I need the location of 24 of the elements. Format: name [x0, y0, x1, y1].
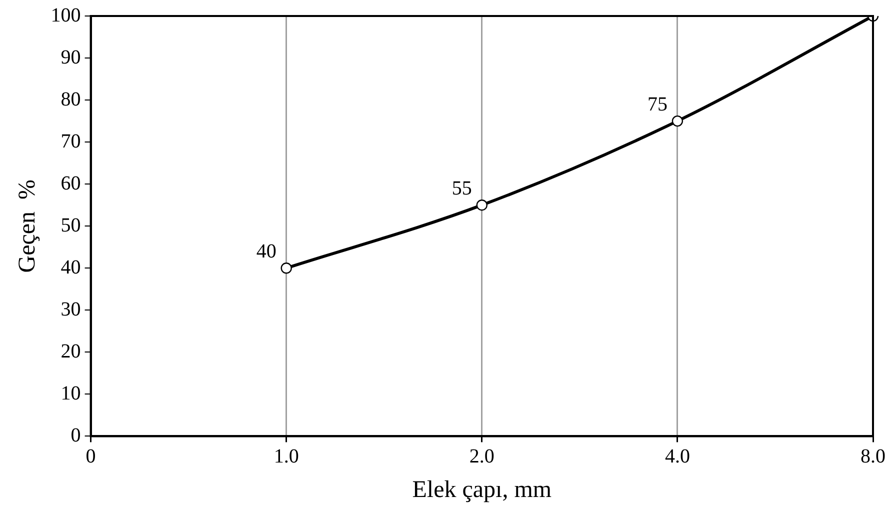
x-tick-label: 8.0	[860, 445, 886, 468]
x-tick-label: 0	[86, 445, 96, 468]
point	[280, 262, 292, 274]
y-tick-label: 40	[60, 256, 81, 278]
x-axis-title: Elek çapı, mm	[412, 476, 552, 503]
x-tick-label: 4.0	[664, 445, 690, 468]
y-tick-label: 100	[50, 4, 81, 26]
y-tick-label: 80	[60, 88, 81, 110]
y-tick-label: 30	[60, 298, 81, 320]
data-label: 75	[647, 93, 668, 116]
y-tick-label: 70	[60, 130, 81, 152]
x-tick-label: 1.0	[274, 445, 299, 468]
y-tick-label: 10	[60, 382, 81, 404]
point	[476, 199, 488, 211]
y-tick-label: 0	[70, 424, 81, 446]
y-axis-title: Geçen %	[14, 179, 41, 273]
y-tick-label: 60	[60, 172, 81, 194]
y-tick-label: 90	[60, 46, 81, 68]
y-tick-label: 20	[60, 340, 81, 362]
x-tick-label: 2.0	[469, 445, 494, 468]
y-tick-label: 50	[60, 214, 81, 236]
data-label: 40	[256, 240, 276, 262]
data-label: 55	[452, 177, 472, 200]
point	[672, 115, 684, 127]
